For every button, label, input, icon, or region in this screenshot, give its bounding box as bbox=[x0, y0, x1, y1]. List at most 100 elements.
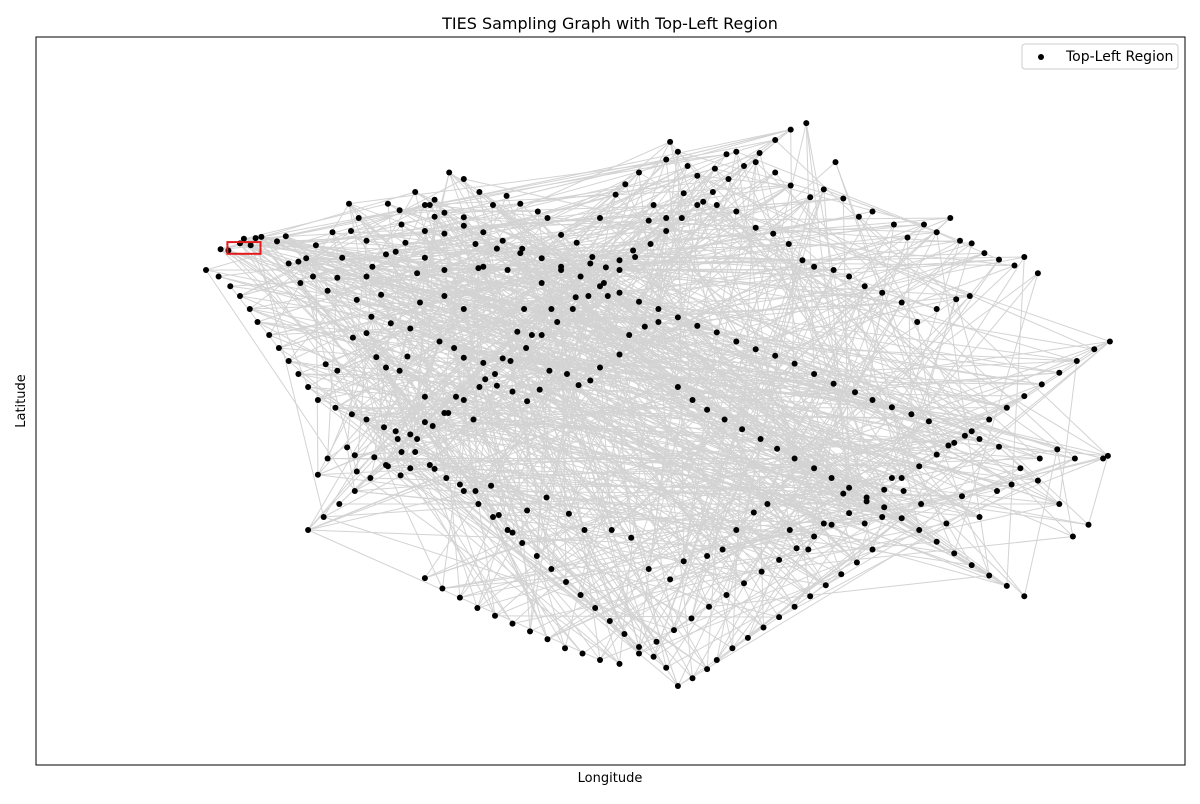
scatter-point bbox=[528, 332, 535, 338]
scatter-point bbox=[421, 202, 428, 208]
graph-edge bbox=[638, 573, 842, 654]
graph-edge bbox=[308, 386, 1108, 457]
graph-edge bbox=[599, 458, 1104, 661]
graph-edge bbox=[502, 334, 542, 359]
scatter-point bbox=[348, 228, 354, 234]
graph-edge bbox=[285, 209, 400, 237]
graph-edge bbox=[315, 199, 435, 246]
scatter-point bbox=[791, 455, 798, 462]
scatter-point bbox=[951, 439, 958, 446]
scatter-point bbox=[723, 592, 730, 598]
scatter-point bbox=[246, 306, 253, 312]
scatter-point bbox=[215, 273, 222, 280]
graph-edge bbox=[205, 269, 356, 492]
scatter-point bbox=[604, 293, 611, 299]
scatter-point bbox=[704, 666, 711, 673]
graph-edge bbox=[341, 257, 657, 643]
scatter-point bbox=[421, 254, 428, 261]
scatter-point bbox=[322, 361, 329, 368]
scatter-point bbox=[711, 165, 718, 172]
graph-edge bbox=[366, 332, 418, 440]
scatter-point bbox=[733, 527, 740, 533]
graph-edge bbox=[891, 406, 955, 444]
scatter-point bbox=[305, 384, 312, 390]
graph-edge bbox=[298, 224, 925, 263]
scatter-point bbox=[650, 202, 657, 208]
graph-edge bbox=[599, 217, 885, 491]
scatter-point bbox=[421, 575, 428, 582]
scatter-point bbox=[630, 247, 637, 254]
scatter-point bbox=[879, 514, 886, 520]
graph-edge bbox=[307, 490, 476, 531]
graph-edge bbox=[1023, 449, 1058, 597]
scatter-point bbox=[254, 319, 261, 325]
scatter-point bbox=[475, 501, 482, 507]
scatter-point bbox=[456, 481, 463, 488]
graph-edge bbox=[496, 224, 925, 387]
graph-edge bbox=[603, 282, 893, 408]
scatter-point bbox=[240, 235, 247, 242]
graph-edge bbox=[424, 230, 548, 640]
scatter-point bbox=[916, 463, 923, 470]
scatter-point bbox=[869, 208, 876, 215]
graph-edge bbox=[479, 191, 867, 502]
scatter-point bbox=[869, 546, 876, 553]
scatter-point bbox=[807, 194, 814, 201]
scatter-point bbox=[840, 195, 847, 202]
graph-edge bbox=[650, 168, 716, 245]
scatter-point bbox=[443, 475, 450, 481]
scatter-point bbox=[217, 246, 224, 253]
scatter-point bbox=[888, 404, 895, 411]
scatter-point bbox=[752, 346, 759, 353]
scatter-point bbox=[460, 176, 467, 182]
graph-edge bbox=[257, 152, 760, 323]
scatter-point bbox=[514, 328, 521, 335]
graph-edge bbox=[269, 302, 902, 336]
scatter-point bbox=[509, 529, 516, 536]
graph-edge bbox=[572, 308, 858, 563]
scatter-point bbox=[704, 406, 711, 413]
scatter-point bbox=[426, 462, 433, 468]
scatter-point bbox=[807, 593, 814, 600]
scatter-point bbox=[460, 488, 467, 494]
scatter-point bbox=[493, 382, 500, 389]
scatter-point bbox=[353, 468, 360, 475]
scatter-point bbox=[760, 624, 767, 631]
scatter-point bbox=[879, 289, 886, 296]
scatter-point bbox=[758, 568, 765, 575]
scatter-point bbox=[404, 353, 411, 360]
graph-edge bbox=[858, 216, 918, 323]
scatter-point bbox=[441, 293, 448, 299]
scatter-point bbox=[713, 329, 720, 336]
graph-edge bbox=[354, 451, 402, 456]
graph-edge bbox=[383, 151, 679, 428]
scatter-point bbox=[838, 571, 845, 578]
graph-edge bbox=[692, 372, 1060, 401]
scatter-point bbox=[258, 233, 265, 240]
scatter-point bbox=[429, 423, 436, 429]
scatter-point bbox=[344, 444, 351, 451]
scatter-point bbox=[636, 650, 642, 657]
scatter-point bbox=[799, 257, 806, 264]
scatter-point bbox=[918, 501, 925, 507]
scatter-point bbox=[295, 258, 302, 265]
graph-edge bbox=[383, 257, 426, 428]
graph-edge bbox=[551, 292, 883, 310]
scatter-point bbox=[368, 313, 375, 320]
scatter-point bbox=[353, 296, 360, 303]
scatter-point bbox=[943, 520, 950, 527]
graph-edge bbox=[476, 191, 714, 609]
chart-title: TIES Sampling Graph with Top-Left Region bbox=[441, 14, 778, 33]
scatter-point bbox=[592, 605, 599, 611]
scatter-point bbox=[546, 367, 553, 374]
graph-edge bbox=[424, 230, 727, 596]
scatter-point bbox=[996, 443, 1002, 450]
graph-edge bbox=[434, 199, 518, 333]
scatter-point bbox=[544, 215, 551, 221]
scatter-point bbox=[776, 614, 783, 621]
scatter-point bbox=[1085, 521, 1092, 528]
scatter-point bbox=[575, 382, 582, 389]
scatter-point bbox=[793, 545, 800, 552]
scatter-point bbox=[830, 380, 837, 387]
